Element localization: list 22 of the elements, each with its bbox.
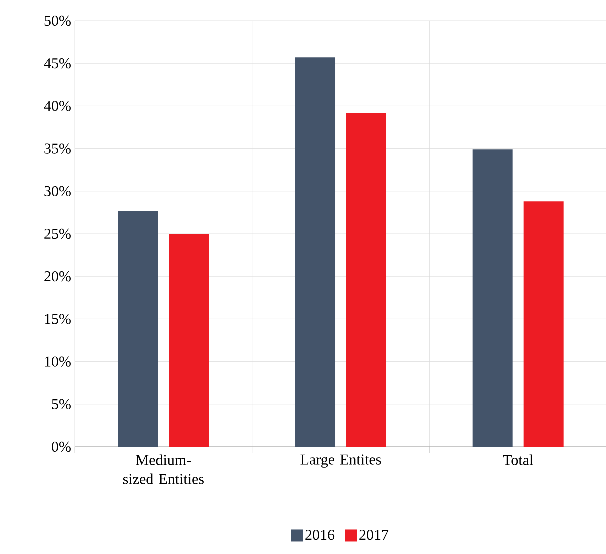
bar (296, 58, 336, 447)
x-tick-label: Medium-sized Entities (123, 454, 204, 484)
y-tick-label: 10% (45, 356, 71, 367)
y-tick-label: 15% (45, 314, 71, 324)
bar (524, 202, 564, 447)
legend-label: 2016 (306, 530, 335, 540)
y-tick-label: 50% (44, 16, 71, 26)
bar (472, 150, 513, 447)
y-tick-label: 25% (44, 228, 71, 240)
bar (118, 210, 158, 447)
y-tick-label: 45% (44, 58, 71, 69)
y-tick-label: 20% (44, 272, 71, 282)
bar (346, 113, 387, 447)
bar (169, 234, 210, 447)
y-tick-label: 35% (44, 144, 71, 154)
y-tick-label: 0% (52, 442, 71, 452)
legend-label: 2017 (360, 530, 389, 540)
y-tick-label: 40% (44, 101, 71, 112)
y-tick-label: 5% (52, 399, 71, 410)
y-tick-label: 30% (44, 186, 71, 196)
x-tick-label: Total (503, 454, 534, 466)
x-tick-label: Large Entites (300, 454, 382, 468)
